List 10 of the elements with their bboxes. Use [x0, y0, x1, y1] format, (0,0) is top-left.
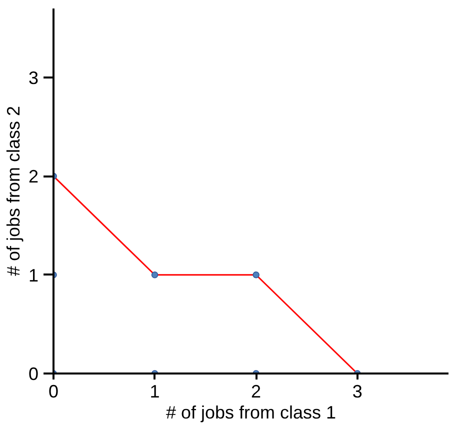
x-tick-label: 3: [352, 382, 362, 402]
x-tick-label: 0: [48, 382, 59, 402]
x-tick-label: 2: [251, 382, 262, 402]
y-axis-title: # of jobs from class 2: [3, 106, 24, 276]
y-tick-label: 3: [28, 68, 39, 88]
y-tick-label: 0: [28, 364, 39, 384]
y-tick-label: 2: [28, 166, 39, 187]
x-axis-title: # of jobs from class 1: [166, 402, 336, 422]
y-tick-label: 1: [28, 265, 39, 286]
x-tick-label: 1: [150, 382, 160, 402]
